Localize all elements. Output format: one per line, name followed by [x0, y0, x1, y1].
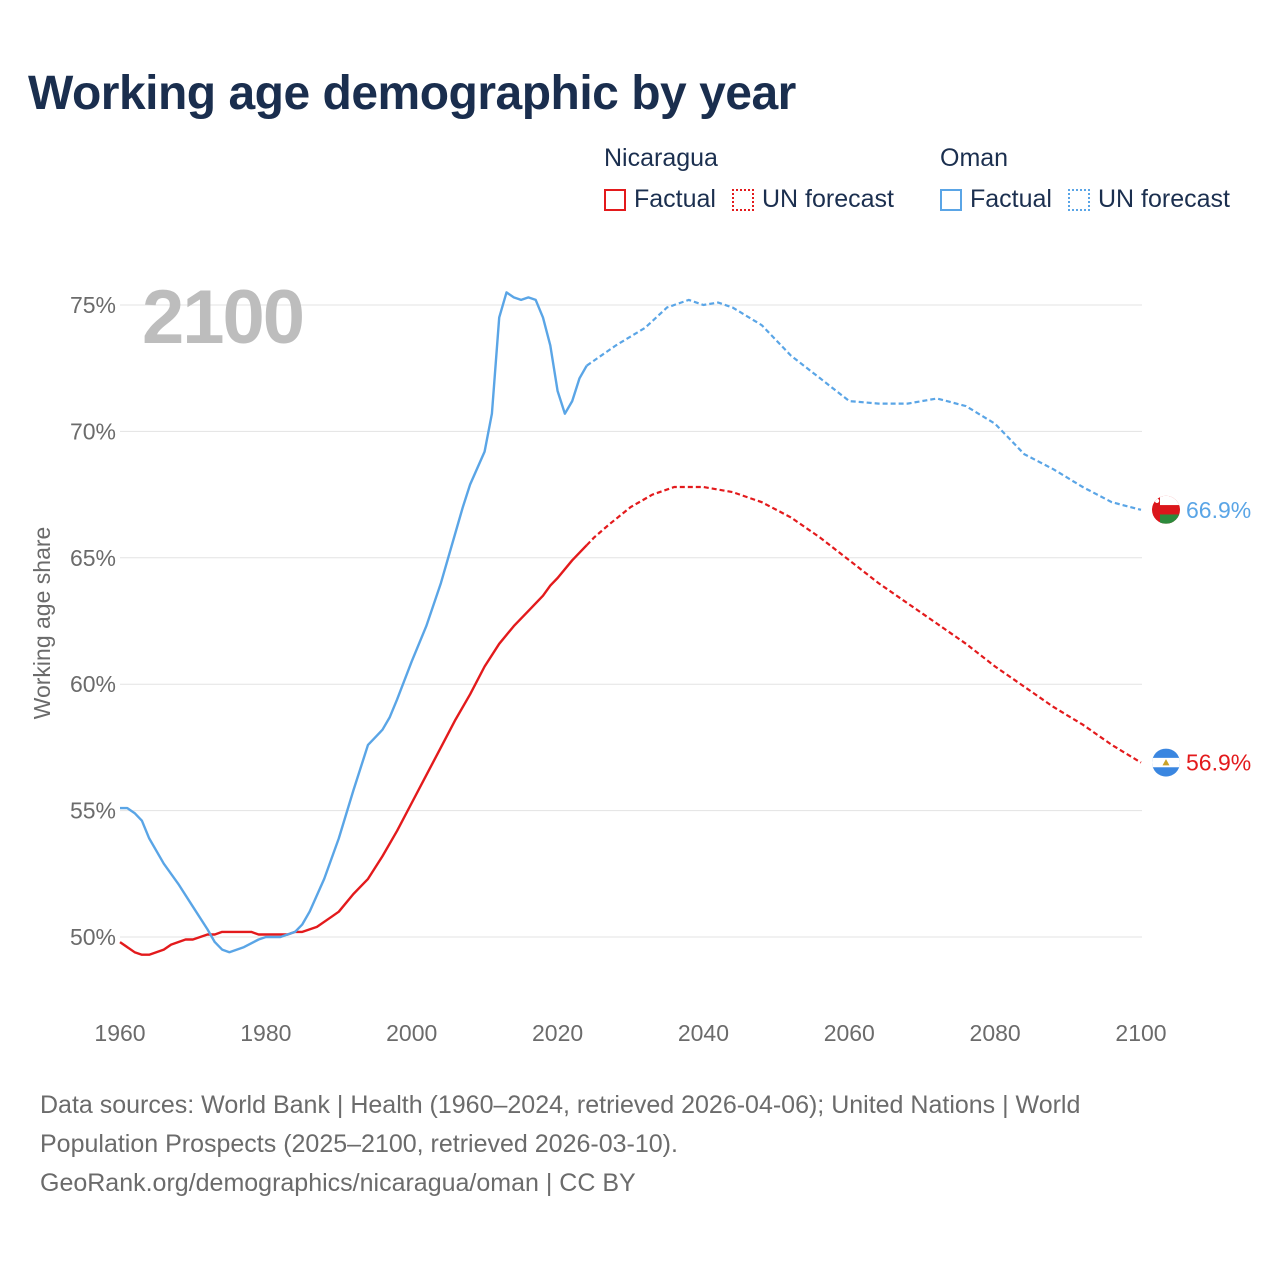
x-tick-label: 2040 [678, 1020, 729, 1046]
legend-nicaragua-forecast[interactable]: UN forecast [731, 185, 894, 214]
legend-nicaragua-forecast-swatch [731, 188, 754, 211]
x-tick-label: 1980 [240, 1020, 291, 1046]
x-tick-label: 1960 [94, 1020, 145, 1046]
x-tick-label: 2080 [970, 1020, 1021, 1046]
legend-nicaragua-title: Nicaragua [604, 144, 718, 172]
nicaragua-factual-line[interactable] [119, 544, 588, 956]
chart-title: Working age demographic by year [28, 67, 796, 120]
legend-nicaragua-factual-label: Factual [634, 185, 716, 213]
x-tick-label: 2020 [532, 1020, 583, 1046]
y-tick-label: 50% [70, 924, 116, 950]
legend-oman-title: Oman [940, 144, 1009, 172]
x-tick-label: 2060 [824, 1020, 875, 1046]
y-tick-label: 55% [70, 798, 116, 824]
oman-forecast-line[interactable] [586, 298, 1142, 511]
y-axis-ticks: 50% 55% 60% 65% 70% 75% [70, 292, 116, 950]
y-axis-label: Working age share [29, 527, 55, 720]
legend-nicaragua: Nicaragua Factual UN forecast [604, 144, 910, 214]
legend-oman-factual-swatch [940, 188, 962, 211]
end-markers: 56.9% 66.9% [1152, 495, 1251, 777]
y-tick-label: 60% [70, 671, 116, 697]
legend-oman-forecast[interactable]: UN forecast [1067, 185, 1230, 214]
legend-oman-forecast-label: UN forecast [1097, 185, 1230, 213]
oman-end-label: 66.9% [1186, 497, 1251, 523]
footer-sources-2: Population Prospects (2025–2100, retriev… [40, 1130, 678, 1158]
legend-nicaragua-factual[interactable]: Factual [604, 185, 716, 214]
legend-nicaragua-factual-swatch [604, 188, 626, 211]
series-lines [119, 291, 1142, 956]
legend-oman-factual-label: Factual [970, 185, 1052, 213]
x-tick-label: 2100 [1115, 1020, 1166, 1046]
year-watermark: 2100 [142, 275, 303, 360]
grid-lines [120, 304, 1142, 938]
oman-factual-line[interactable] [120, 291, 588, 954]
x-tick-label: 2000 [386, 1020, 437, 1046]
nicaragua-forecast-line[interactable] [585, 485, 1142, 764]
nicaragua-end-label: 56.9% [1186, 750, 1251, 776]
footer-credit: GeoRank.org/demographics/nicaragua/oman … [40, 1169, 636, 1197]
x-axis-ticks: 1960 1980 2000 2020 2040 2060 2080 2100 [94, 1020, 1166, 1046]
legend-oman: Oman Factual UN forecast [940, 144, 1246, 214]
footer: Data sources: World Bank | Health (1960–… [40, 1086, 1240, 1203]
y-tick-label: 65% [70, 545, 116, 571]
footer-sources-1: Data sources: World Bank | Health (1960–… [40, 1091, 1081, 1119]
y-tick-label: 70% [70, 418, 116, 444]
oman-flag-icon [1152, 495, 1180, 524]
y-tick-label: 75% [70, 292, 116, 318]
legend-nicaragua-forecast-label: UN forecast [761, 185, 894, 213]
legend-oman-forecast-swatch [1067, 188, 1090, 211]
legend-oman-factual[interactable]: Factual [940, 185, 1052, 214]
nicaragua-flag-icon [1152, 748, 1180, 777]
